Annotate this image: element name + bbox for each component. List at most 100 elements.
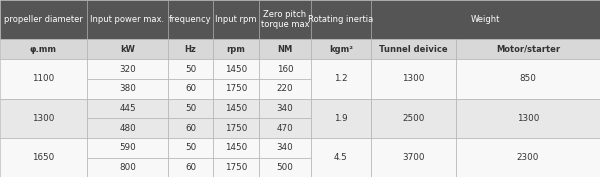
Text: 1450: 1450 [225, 104, 247, 113]
Bar [213, 79, 259, 99]
Text: 50: 50 [185, 104, 196, 113]
Text: Zero pitch
torque max: Zero pitch torque max [260, 10, 310, 29]
Text: Input rpm: Input rpm [215, 15, 257, 24]
Bar [371, 99, 456, 138]
Bar [168, 39, 213, 59]
Bar [87, 99, 168, 118]
Bar [87, 39, 168, 59]
Text: 50: 50 [185, 143, 196, 152]
Text: 1100: 1100 [32, 75, 55, 83]
Bar [259, 158, 311, 177]
Bar [311, 99, 371, 138]
Bar [87, 79, 168, 99]
Bar [456, 138, 600, 177]
Text: 850: 850 [520, 75, 536, 83]
Bar [87, 158, 168, 177]
Text: Tunnel deivice: Tunnel deivice [379, 45, 448, 54]
Text: 1650: 1650 [32, 153, 55, 162]
Bar [311, 59, 371, 99]
Text: 1750: 1750 [225, 84, 247, 93]
Bar [259, 99, 311, 118]
Bar [259, 59, 311, 79]
Text: 50: 50 [185, 65, 196, 74]
Bar [371, 0, 600, 39]
Bar [0, 39, 87, 59]
Bar [213, 138, 259, 158]
Text: Rotating inertia: Rotating inertia [308, 15, 373, 24]
Bar [168, 158, 213, 177]
Text: 60: 60 [185, 84, 196, 93]
Text: 1750: 1750 [225, 163, 247, 172]
Bar [371, 138, 456, 177]
Text: 60: 60 [185, 163, 196, 172]
Bar [168, 118, 213, 138]
Bar [0, 0, 87, 39]
Text: 480: 480 [119, 124, 136, 133]
Text: 2500: 2500 [402, 114, 425, 123]
Bar [168, 79, 213, 99]
Text: 3700: 3700 [402, 153, 425, 162]
Text: propeller diameter: propeller diameter [4, 15, 83, 24]
Bar [259, 79, 311, 99]
Text: Hz: Hz [185, 45, 196, 54]
Text: 4.5: 4.5 [334, 153, 347, 162]
Bar [259, 39, 311, 59]
Bar [0, 99, 87, 138]
Text: Motor/starter: Motor/starter [496, 45, 560, 54]
Text: φ.mm: φ.mm [30, 45, 57, 54]
Bar [87, 118, 168, 138]
Text: 1.9: 1.9 [334, 114, 347, 123]
Bar [259, 118, 311, 138]
Text: 2300: 2300 [517, 153, 539, 162]
Bar [259, 0, 311, 39]
Bar [456, 59, 600, 99]
Text: 1750: 1750 [225, 124, 247, 133]
Text: 445: 445 [119, 104, 136, 113]
Text: kgm²: kgm² [329, 45, 353, 54]
Bar [87, 59, 168, 79]
Bar [0, 138, 87, 177]
Bar [168, 138, 213, 158]
Text: frequency: frequency [169, 15, 212, 24]
Bar [213, 59, 259, 79]
Text: 1450: 1450 [225, 65, 247, 74]
Bar [371, 59, 456, 99]
Text: Input power max.: Input power max. [91, 15, 164, 24]
Bar [311, 39, 371, 59]
Bar [371, 39, 456, 59]
Text: 380: 380 [119, 84, 136, 93]
Text: 590: 590 [119, 143, 136, 152]
Text: 1300: 1300 [32, 114, 55, 123]
Text: NM: NM [277, 45, 293, 54]
Text: 470: 470 [277, 124, 293, 133]
Text: 160: 160 [277, 65, 293, 74]
Text: rpm: rpm [227, 45, 245, 54]
Bar [456, 99, 600, 138]
Bar [213, 118, 259, 138]
Bar [87, 0, 168, 39]
Bar [168, 59, 213, 79]
Bar [311, 0, 371, 39]
Bar [168, 99, 213, 118]
Text: 1.2: 1.2 [334, 75, 347, 83]
Text: 220: 220 [277, 84, 293, 93]
Text: 60: 60 [185, 124, 196, 133]
Text: 500: 500 [277, 163, 293, 172]
Bar [0, 59, 87, 99]
Bar [259, 138, 311, 158]
Bar [168, 0, 213, 39]
Text: 1300: 1300 [402, 75, 425, 83]
Text: 340: 340 [277, 143, 293, 152]
Bar [213, 0, 259, 39]
Bar [213, 39, 259, 59]
Bar [456, 39, 600, 59]
Bar [311, 138, 371, 177]
Text: 800: 800 [119, 163, 136, 172]
Text: Weight: Weight [471, 15, 500, 24]
Text: 1450: 1450 [225, 143, 247, 152]
Text: 340: 340 [277, 104, 293, 113]
Text: 320: 320 [119, 65, 136, 74]
Text: kW: kW [120, 45, 135, 54]
Bar [213, 99, 259, 118]
Text: 1300: 1300 [517, 114, 539, 123]
